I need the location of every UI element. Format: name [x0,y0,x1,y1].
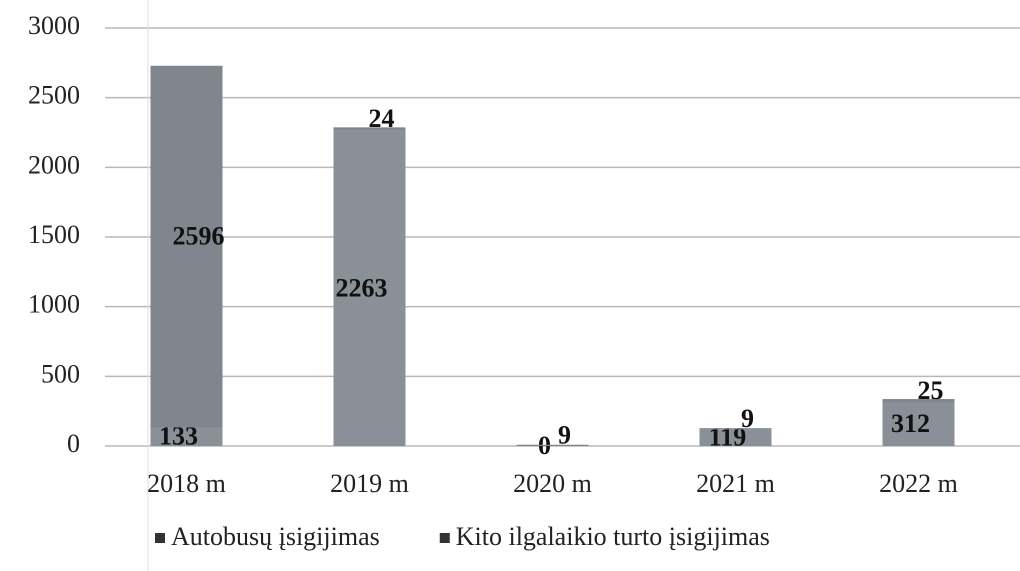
legend-swatch [155,533,165,543]
bar-segment [150,427,223,446]
x-tick-label: 2021 m [696,469,775,498]
data-label: 2596 [173,222,225,251]
x-tick-label: 2018 m [147,469,226,498]
legend-label: Autobusų įsigijimas [171,522,380,551]
data-label: 312 [891,409,930,438]
legend-label: Kito ilgalaikio turto įsigijimas [456,522,770,551]
x-tick-label: 2020 m [513,469,592,498]
y-tick-label: 1000 [28,290,80,319]
data-label: 119 [709,423,747,452]
bar-segment [699,429,772,446]
bar-segment [333,130,406,446]
bar-segment [333,127,406,131]
bar-segment [699,428,772,430]
data-label: 9 [741,404,754,433]
x-tick-label: 2019 m [330,469,409,498]
x-tick-label: 2022 m [879,469,958,498]
y-tick-label: 3000 [28,11,80,40]
bar-segment [882,402,955,446]
y-tick-label: 0 [67,429,80,458]
data-label: 24 [369,104,395,133]
y-tick-label: 2500 [28,81,80,110]
bar-segment [150,65,223,428]
y-tick-label: 500 [41,359,80,388]
legend-swatch [439,533,450,543]
data-label: 2263 [336,273,388,302]
y-tick-label: 2000 [28,150,80,179]
bar-segment [516,444,589,446]
bar-segment [882,399,955,403]
y-tick-label: 1500 [28,220,80,249]
data-label: 25 [918,376,944,405]
data-label: 9 [558,420,571,449]
